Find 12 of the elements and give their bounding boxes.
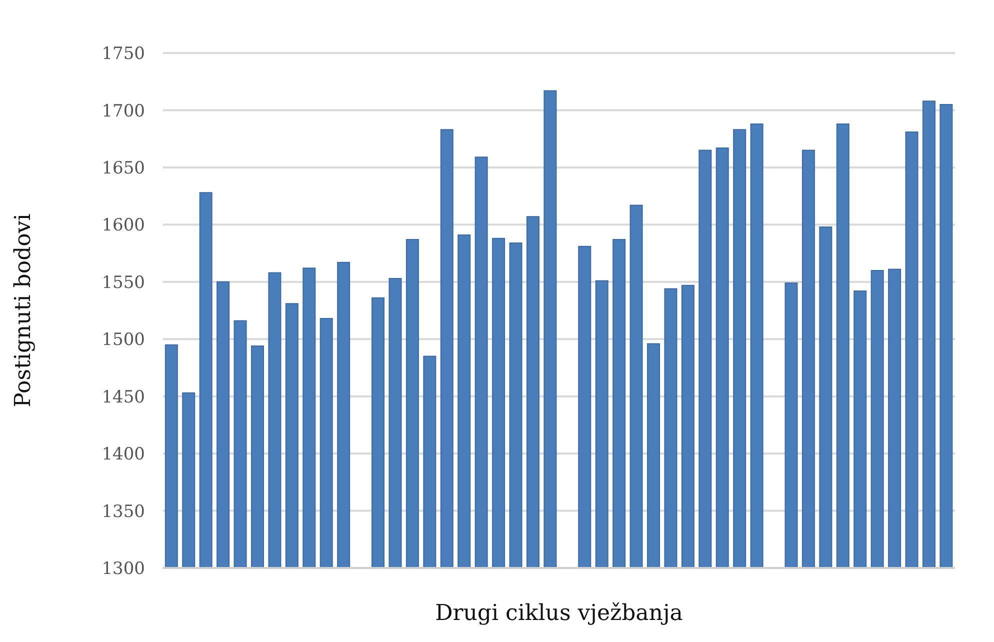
y-tick-label: 1650 [102,158,145,178]
y-tick-label: 1750 [102,44,145,64]
y-tick-label: 1350 [102,502,145,522]
y-axis-title: Postignuti bodovi [10,214,36,408]
y-tick-label: 1500 [102,330,145,350]
y-tick-label: 1300 [102,559,145,580]
y-tick-label: 1400 [102,444,145,465]
y-tick-label: 1550 [102,272,145,293]
y-tick-label: 1450 [102,387,145,408]
y-tick-label: 1600 [102,216,145,236]
x-axis-title: Drugi ciklus vježbanja [435,601,683,626]
y-tick-label: 1700 [102,101,145,122]
